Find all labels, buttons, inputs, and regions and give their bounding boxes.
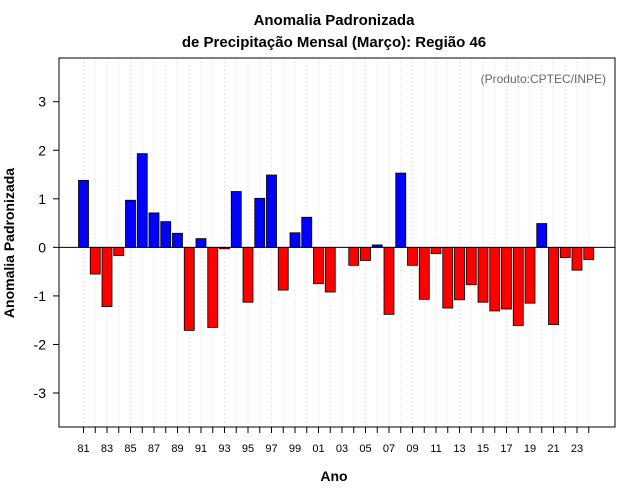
bar-20 [536, 223, 548, 248]
bar-96 [254, 197, 266, 248]
y-tick-label: 2 [38, 142, 46, 158]
y-tick-label: 3 [38, 94, 46, 110]
y-tick-label: -2 [34, 336, 47, 352]
x-tick-label: 89 [171, 443, 183, 455]
bar-82 [89, 246, 101, 275]
y-tick-label: 1 [38, 191, 46, 207]
bar-07 [383, 246, 395, 315]
bar-04 [348, 246, 360, 266]
bar-15 [477, 246, 489, 303]
bar-90 [183, 246, 195, 331]
bar-05 [360, 246, 371, 261]
bars-layer [78, 153, 595, 331]
x-tick-label: 97 [265, 443, 277, 455]
x-axis: 81 83 85 87 89 91 93 95 97 99 01 03 05 07 09 11 13 15 17 19… [77, 427, 590, 455]
bar-85 [125, 199, 136, 248]
x-tick-label: 03 [336, 443, 348, 455]
bar-89 [172, 232, 183, 248]
x-tick-label: 85 [124, 443, 136, 455]
bar-24 [583, 246, 595, 260]
bar-95 [242, 246, 254, 303]
y-tick-label: -3 [34, 385, 47, 401]
bar-18 [512, 246, 524, 326]
bar-08 [395, 172, 407, 248]
bar-83 [101, 246, 113, 307]
x-tick-label: 07 [383, 443, 395, 455]
bar-13 [454, 246, 465, 301]
plot-frame [58, 57, 616, 428]
x-tick-label: 13 [453, 443, 465, 455]
bar-17 [501, 246, 512, 310]
x-tick-label: 17 [500, 443, 512, 455]
bar-14 [465, 246, 477, 286]
credit-label: (Produto:CPTEC/INPE) [481, 72, 606, 86]
x-tick-label: 93 [218, 443, 230, 455]
bar-23 [571, 246, 583, 271]
x-tick-label: 23 [571, 443, 583, 455]
x-axis-title: Ano [320, 468, 347, 484]
bar-88 [160, 221, 172, 248]
bar-02 [324, 246, 336, 293]
x-tick-label: 15 [477, 443, 489, 455]
y-axis-title: Anomalia Padronizada [1, 168, 17, 318]
x-tick-label: 91 [195, 443, 207, 455]
bar-12 [442, 246, 454, 309]
bar-97 [266, 174, 277, 248]
x-tick-label: 09 [406, 443, 418, 455]
y-tick-label: -1 [34, 288, 47, 304]
x-tick-label: 01 [312, 443, 324, 455]
x-tick-label: 83 [101, 443, 113, 455]
bar-87 [148, 212, 160, 248]
x-tick-label: 81 [77, 443, 89, 455]
chart-subtitle: de Precipitação Mensal (Março): Região 4… [182, 34, 486, 51]
bar-16 [489, 246, 501, 312]
y-tick-label: 0 [38, 239, 46, 255]
bar-81 [78, 179, 89, 248]
bar-91 [195, 238, 207, 248]
bar-84 [113, 246, 125, 257]
bar-98 [277, 246, 289, 291]
x-tick-label: 99 [289, 443, 301, 455]
bar-92 [207, 246, 219, 328]
x-tick-label: 95 [242, 443, 254, 455]
bar-09 [407, 246, 418, 266]
bar-86 [136, 153, 148, 248]
bar-19 [524, 246, 536, 304]
x-tick-label: 87 [148, 443, 160, 455]
x-tick-label: 11 [430, 443, 441, 455]
chart-title: Anomalia Padronizada [254, 12, 416, 29]
bar-99 [289, 232, 301, 248]
x-tick-label: 19 [524, 443, 536, 455]
x-tick-label: 21 [547, 443, 559, 455]
bar-11 [430, 246, 442, 255]
bar-21 [548, 246, 559, 325]
bar-22 [559, 246, 571, 258]
x-tick-label: 05 [359, 443, 371, 455]
bar-01 [313, 246, 324, 285]
bar-10 [418, 246, 430, 300]
bar-00 [301, 216, 313, 248]
bar-94 [230, 191, 242, 248]
y-axis: -3 -2 -1 0 1 2 3 [34, 94, 59, 401]
